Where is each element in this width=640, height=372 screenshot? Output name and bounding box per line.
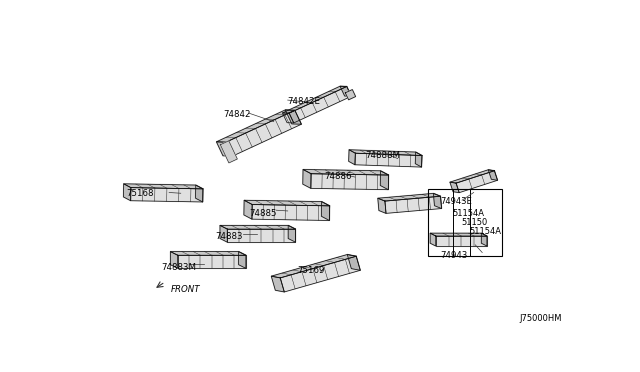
Polygon shape [488, 170, 497, 180]
Polygon shape [346, 90, 356, 100]
Polygon shape [252, 205, 330, 221]
Polygon shape [349, 150, 355, 165]
Polygon shape [124, 184, 203, 189]
Polygon shape [378, 198, 386, 214]
Text: 74885: 74885 [249, 209, 276, 218]
Text: 51154A: 51154A [452, 209, 484, 218]
Polygon shape [131, 187, 203, 202]
Polygon shape [380, 171, 388, 190]
Polygon shape [220, 225, 227, 242]
Polygon shape [280, 256, 360, 292]
Polygon shape [239, 251, 246, 268]
Polygon shape [285, 110, 301, 124]
Polygon shape [450, 170, 495, 183]
Polygon shape [378, 193, 440, 201]
Text: 74883: 74883 [216, 232, 243, 241]
Polygon shape [385, 196, 442, 214]
Polygon shape [450, 182, 459, 193]
Polygon shape [216, 142, 232, 156]
Polygon shape [124, 184, 131, 201]
Polygon shape [321, 202, 330, 221]
Polygon shape [282, 113, 294, 123]
Polygon shape [311, 174, 388, 190]
Text: 51150: 51150 [461, 218, 488, 227]
Polygon shape [170, 251, 246, 255]
Text: 74888M: 74888M [365, 151, 400, 160]
Text: 75168: 75168 [127, 189, 154, 198]
Polygon shape [244, 200, 252, 219]
Text: 74842: 74842 [223, 110, 251, 119]
Polygon shape [196, 185, 203, 202]
Polygon shape [220, 225, 296, 229]
Polygon shape [436, 236, 487, 246]
Text: J75000HM: J75000HM [520, 314, 562, 323]
Text: 51154A: 51154A [470, 227, 502, 236]
Text: 74886: 74886 [324, 172, 351, 181]
Text: 74883M: 74883M [161, 263, 196, 272]
Polygon shape [216, 110, 295, 142]
Text: FRONT: FRONT [171, 285, 200, 294]
Polygon shape [456, 171, 497, 193]
Polygon shape [227, 229, 296, 242]
Polygon shape [226, 110, 301, 156]
Bar [428, 189, 502, 256]
Polygon shape [303, 170, 311, 188]
Polygon shape [289, 86, 351, 123]
Text: 74943: 74943 [440, 251, 468, 260]
Text: 74842E: 74842E [288, 97, 321, 106]
Polygon shape [282, 86, 347, 113]
Polygon shape [433, 193, 442, 209]
Polygon shape [288, 225, 296, 242]
Text: 75169: 75169 [297, 266, 324, 275]
Polygon shape [415, 152, 422, 167]
Polygon shape [481, 233, 487, 246]
Polygon shape [170, 251, 178, 268]
Polygon shape [178, 255, 246, 268]
Polygon shape [430, 233, 436, 246]
Polygon shape [220, 141, 237, 163]
Text: 74943E: 74943E [440, 197, 472, 206]
Polygon shape [349, 150, 422, 155]
Polygon shape [303, 170, 388, 175]
Polygon shape [271, 276, 284, 292]
Polygon shape [348, 254, 360, 270]
Polygon shape [430, 233, 487, 236]
Polygon shape [271, 254, 356, 278]
Polygon shape [340, 86, 351, 96]
Polygon shape [244, 200, 330, 206]
Polygon shape [355, 153, 422, 167]
